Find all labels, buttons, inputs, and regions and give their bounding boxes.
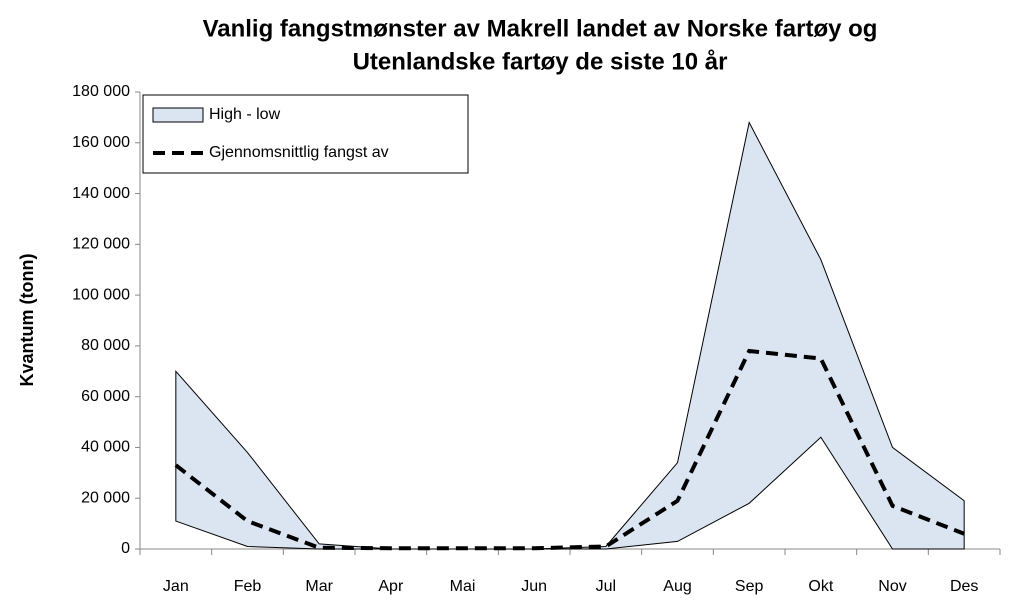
x-tick-label: Mai <box>450 578 476 595</box>
x-tick-label: Jul <box>596 578 616 595</box>
y-tick-label: 20 000 <box>81 489 130 506</box>
x-tick-label: Sep <box>735 578 764 595</box>
chart-title: Utenlandske fartøy de siste 10 år <box>353 48 728 75</box>
y-tick-label: 80 000 <box>81 337 130 354</box>
y-tick-label: 40 000 <box>81 439 130 456</box>
x-tick-label: Des <box>950 578 978 595</box>
x-tick-label: Jun <box>521 578 547 595</box>
legend-box <box>142 94 469 174</box>
legend-swatch <box>152 107 204 123</box>
x-tick-label: Apr <box>378 578 404 595</box>
x-tick-label: Okt <box>808 578 833 595</box>
y-tick-label: 180 000 <box>72 83 130 100</box>
high-low-band <box>175 121 965 550</box>
x-tick-label: Aug <box>663 578 691 595</box>
y-tick-label: 160 000 <box>72 134 130 151</box>
legend-label: High - low <box>209 106 281 123</box>
x-tick-label: Jan <box>163 578 189 595</box>
y-tick-label: 140 000 <box>72 185 130 202</box>
x-tick-label: Mar <box>305 578 333 595</box>
mean-line <box>174 348 965 551</box>
y-axis-label: Kvantum (tonn) <box>17 254 37 387</box>
y-tick-label: 120 000 <box>72 236 130 253</box>
y-tick-label: 100 000 <box>72 286 130 303</box>
x-tick-label: Nov <box>878 578 906 595</box>
y-tick-label: 0 <box>121 540 130 557</box>
y-tick-label: 60 000 <box>81 388 130 405</box>
chart-title: Vanlig fangstmønster av Makrell landet a… <box>203 15 878 42</box>
legend-label: Gjennomsnittlig fangst av <box>209 144 389 161</box>
x-tick-label: Feb <box>234 578 262 595</box>
